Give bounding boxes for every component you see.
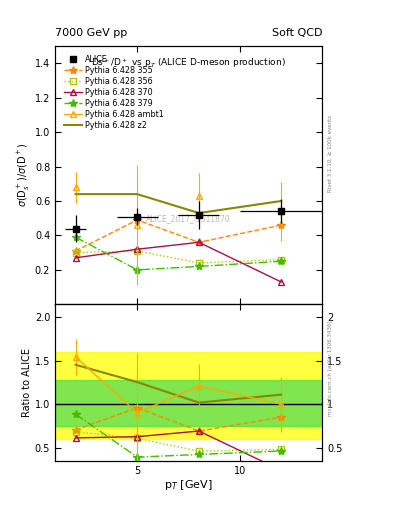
X-axis label: p$_T$ [GeV]: p$_T$ [GeV]: [164, 478, 213, 493]
Text: mcplots.cern.ch [arXiv:1306.3436]: mcplots.cern.ch [arXiv:1306.3436]: [328, 321, 333, 416]
Bar: [55, 380, 322, 426]
Bar: [55, 352, 322, 439]
Text: Soft QCD: Soft QCD: [272, 28, 322, 38]
Legend: ALICE, Pythia 6.428 355, Pythia 6.428 356, Pythia 6.428 370, Pythia 6.428 379, P: ALICE, Pythia 6.428 355, Pythia 6.428 35…: [62, 53, 166, 133]
Text: 7000 GeV pp: 7000 GeV pp: [55, 28, 127, 38]
Text: Rivet 3.1.10, ≥ 100k events: Rivet 3.1.10, ≥ 100k events: [328, 115, 333, 192]
Text: Ds$^+$/D$^+$ vs p$_T$ (ALICE D-meson production): Ds$^+$/D$^+$ vs p$_T$ (ALICE D-meson pro…: [91, 56, 286, 70]
Y-axis label: $\sigma$(D$^+_s$)/$\sigma$(D$^+$): $\sigma$(D$^+_s$)/$\sigma$(D$^+$): [16, 143, 32, 207]
Y-axis label: Ratio to ALICE: Ratio to ALICE: [22, 348, 32, 417]
Text: ALICE_2017_I1511870: ALICE_2017_I1511870: [146, 215, 231, 224]
